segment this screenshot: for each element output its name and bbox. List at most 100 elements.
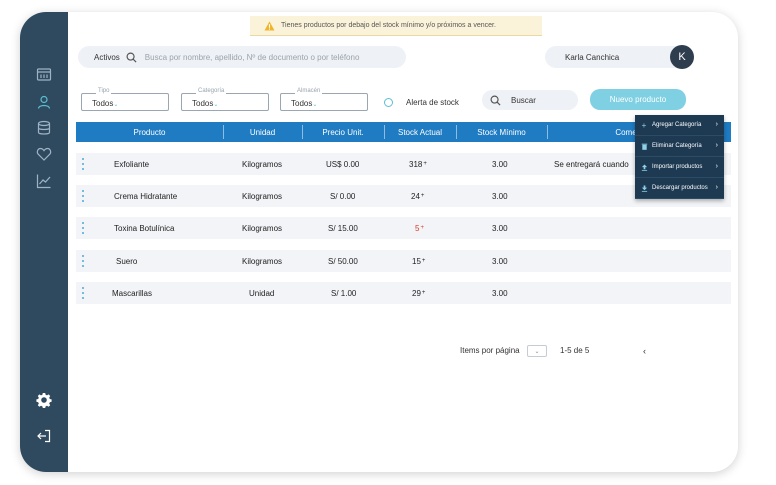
database-icon[interactable] [34, 118, 54, 138]
logout-icon[interactable] [34, 426, 54, 446]
plus-icon[interactable]: + [420, 225, 424, 231]
cell-stock: 24 [411, 191, 420, 201]
search-button-label: Buscar [511, 95, 536, 105]
filter-almacen[interactable]: Almacén Todos⌄ [280, 88, 368, 111]
cell-minimo: 3.00 [492, 256, 508, 266]
cell-producto: Crema Hidratante [114, 191, 178, 201]
row-menu-icon[interactable] [82, 287, 85, 299]
cell-comentario: Se entregará cuando [554, 159, 629, 169]
header-divider [384, 125, 385, 139]
calendar-icon[interactable] [34, 64, 54, 84]
stock-alert-radio[interactable] [384, 98, 393, 107]
cell-unidad: Unidad [249, 288, 275, 298]
menu-item-label: Descargar productos [652, 185, 708, 191]
sidebar [20, 12, 68, 472]
menu-item-label: Eliminar Categoría [652, 143, 702, 149]
settings-icon[interactable] [34, 390, 54, 410]
table-row[interactable]: Suero Kilogramos S/ 50.00 15 + 3.00 [76, 250, 731, 272]
search-button[interactable]: Buscar [482, 90, 578, 110]
heart-icon[interactable] [34, 144, 54, 164]
table-header: Producto Unidad Precio Unit. Stock Actua… [76, 122, 731, 142]
cell-minimo: 3.00 [492, 191, 508, 201]
header-stock-actual[interactable]: Stock Actual [397, 127, 443, 137]
filter-tipo[interactable]: Tipo Todos⌄ [81, 88, 169, 111]
row-menu-icon[interactable] [82, 222, 85, 234]
cell-precio: S/ 1.00 [331, 288, 357, 298]
download-icon [640, 184, 648, 192]
plus-icon: + [641, 120, 647, 130]
header-divider [456, 125, 457, 139]
table-row[interactable]: Mascarillas Unidad S/ 1.00 29 + 3.00 [76, 282, 731, 304]
menu-item-delete-category[interactable]: Eliminar Categoría › [635, 136, 724, 157]
filter-categoria[interactable]: Categoría Todos⌄ [181, 88, 269, 111]
cell-producto: Suero [116, 256, 138, 266]
cell-unidad: Kilogramos [242, 191, 283, 201]
new-product-button[interactable]: Nuevo producto [590, 89, 686, 110]
warning-icon [264, 20, 275, 31]
cell-minimo: 3.00 [492, 223, 508, 233]
cell-minimo: 3.00 [492, 159, 508, 169]
cell-precio: US$ 0.00 [326, 159, 360, 169]
cell-stock: 15 [412, 256, 421, 266]
items-per-page-select[interactable]: ⌄ [527, 345, 547, 357]
header-producto[interactable]: Producto [133, 127, 166, 137]
status-dropdown[interactable]: Activos [94, 53, 120, 62]
user-icon[interactable] [34, 92, 54, 112]
avatar[interactable]: K [670, 45, 694, 69]
cell-precio: S/ 15.00 [328, 223, 358, 233]
header-unidad[interactable]: Unidad [249, 127, 276, 137]
plus-icon[interactable]: + [421, 290, 426, 296]
plus-icon[interactable]: + [423, 161, 427, 167]
table-row[interactable]: Exfoliante Kilogramos US$ 0.00 318 + 3.00… [76, 153, 731, 175]
search-icon [126, 52, 137, 63]
cell-producto: Mascarillas [112, 288, 153, 298]
cell-stock-low: 5 [415, 223, 420, 233]
cell-stock-wrap: 15 + [412, 250, 425, 272]
header-divider [547, 125, 548, 139]
menu-item-label: Importar productos [652, 164, 703, 170]
row-menu-icon[interactable] [82, 158, 85, 170]
header-comentario[interactable]: Come [615, 127, 637, 137]
header-divider [302, 125, 303, 139]
menu-item-import-products[interactable]: Importar productos › [635, 157, 724, 178]
plus-icon[interactable]: + [421, 258, 426, 264]
filter-tipo-value-wrap: Todos⌄ [92, 99, 118, 108]
menu-item-add-category[interactable]: + Agregar Categoría › [635, 115, 724, 136]
chart-line-icon[interactable] [34, 171, 54, 191]
user-pill[interactable]: Karla Canchica [545, 46, 693, 68]
stock-alert-banner: Tienes productos por debajo del stock mí… [250, 16, 542, 36]
chevron-left-icon[interactable]: ‹ [643, 346, 646, 356]
filter-categoria-label: Categoría [196, 88, 227, 94]
chevron-down-icon: ⌄ [113, 102, 119, 108]
chevron-down-icon: ⌄ [312, 102, 318, 108]
chevron-down-icon: ⌄ [534, 348, 540, 355]
header-stock-minimo[interactable]: Stock Mínimo [477, 127, 526, 137]
options-menu: + Agregar Categoría › Eliminar Categoría… [635, 115, 724, 199]
table-row[interactable]: Crema Hidratante Kilogramos S/ 0.00 24 + … [76, 185, 731, 207]
cell-stock-wrap: 318 + [409, 153, 427, 175]
chevron-right-icon: › [715, 142, 718, 149]
stock-alert-label: Alerta de stock [406, 98, 459, 107]
filter-almacen-value-wrap: Todos⌄ [291, 99, 317, 108]
trash-icon [640, 142, 648, 150]
search-input[interactable] [144, 52, 365, 62]
items-per-page-label: Items por página [460, 346, 520, 355]
table-row[interactable]: Toxina Botulínica Kilogramos S/ 15.00 5 +… [76, 217, 731, 239]
search-icon [490, 95, 501, 106]
app-window: Tienes productos por debajo del stock mí… [20, 12, 738, 472]
filter-categoria-value-wrap: Todos⌄ [192, 99, 218, 108]
cell-producto: Toxina Botulínica [114, 223, 175, 233]
search-bar: Activos [78, 46, 406, 68]
filter-tipo-label: Tipo [96, 88, 112, 94]
header-precio[interactable]: Precio Unit. [322, 127, 364, 137]
row-menu-icon[interactable] [82, 190, 85, 202]
menu-item-download-products[interactable]: Descargar productos › [635, 178, 724, 199]
cell-stock: 318 [409, 159, 423, 169]
cell-stock-wrap: 24 + [411, 185, 424, 207]
plus-icon[interactable]: + [420, 193, 425, 199]
cell-stock-wrap: 5 + [415, 217, 424, 239]
cell-precio: S/ 50.00 [328, 256, 358, 266]
row-menu-icon[interactable] [82, 255, 85, 267]
user-name: Karla Canchica [565, 52, 620, 62]
cell-precio: S/ 0.00 [330, 191, 356, 201]
